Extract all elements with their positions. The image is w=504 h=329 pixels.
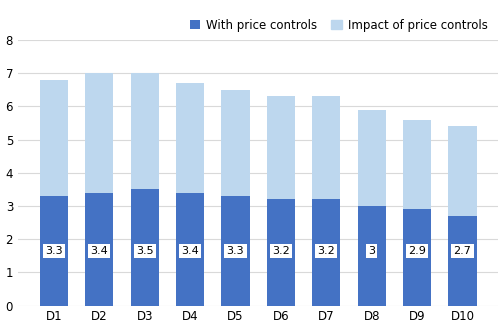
Bar	[176, 83, 204, 193]
Bar	[358, 110, 386, 206]
Bar	[131, 190, 159, 306]
Bar	[267, 96, 295, 199]
Bar	[312, 199, 340, 306]
Text: 3.2: 3.2	[318, 246, 335, 256]
Text: 3.5: 3.5	[136, 246, 154, 256]
Bar	[221, 90, 249, 196]
Bar	[85, 73, 113, 193]
Bar	[221, 196, 249, 306]
Bar	[40, 196, 68, 306]
Bar	[131, 73, 159, 190]
Text: 3: 3	[368, 246, 375, 256]
Bar	[403, 120, 431, 209]
Text: 2.9: 2.9	[408, 246, 426, 256]
Text: 3.4: 3.4	[90, 246, 108, 256]
Bar	[176, 193, 204, 306]
Text: 2.7: 2.7	[454, 246, 471, 256]
Text: 3.3: 3.3	[227, 246, 244, 256]
Bar	[449, 216, 477, 306]
Bar	[449, 126, 477, 216]
Text: 3.3: 3.3	[45, 246, 62, 256]
Bar	[267, 199, 295, 306]
Bar	[358, 206, 386, 306]
Bar	[40, 80, 68, 196]
Text: 3.2: 3.2	[272, 246, 290, 256]
Bar	[403, 209, 431, 306]
Text: 3.4: 3.4	[181, 246, 199, 256]
Bar	[312, 96, 340, 199]
Legend: With price controls, Impact of price controls: With price controls, Impact of price con…	[185, 14, 492, 37]
Bar	[85, 193, 113, 306]
